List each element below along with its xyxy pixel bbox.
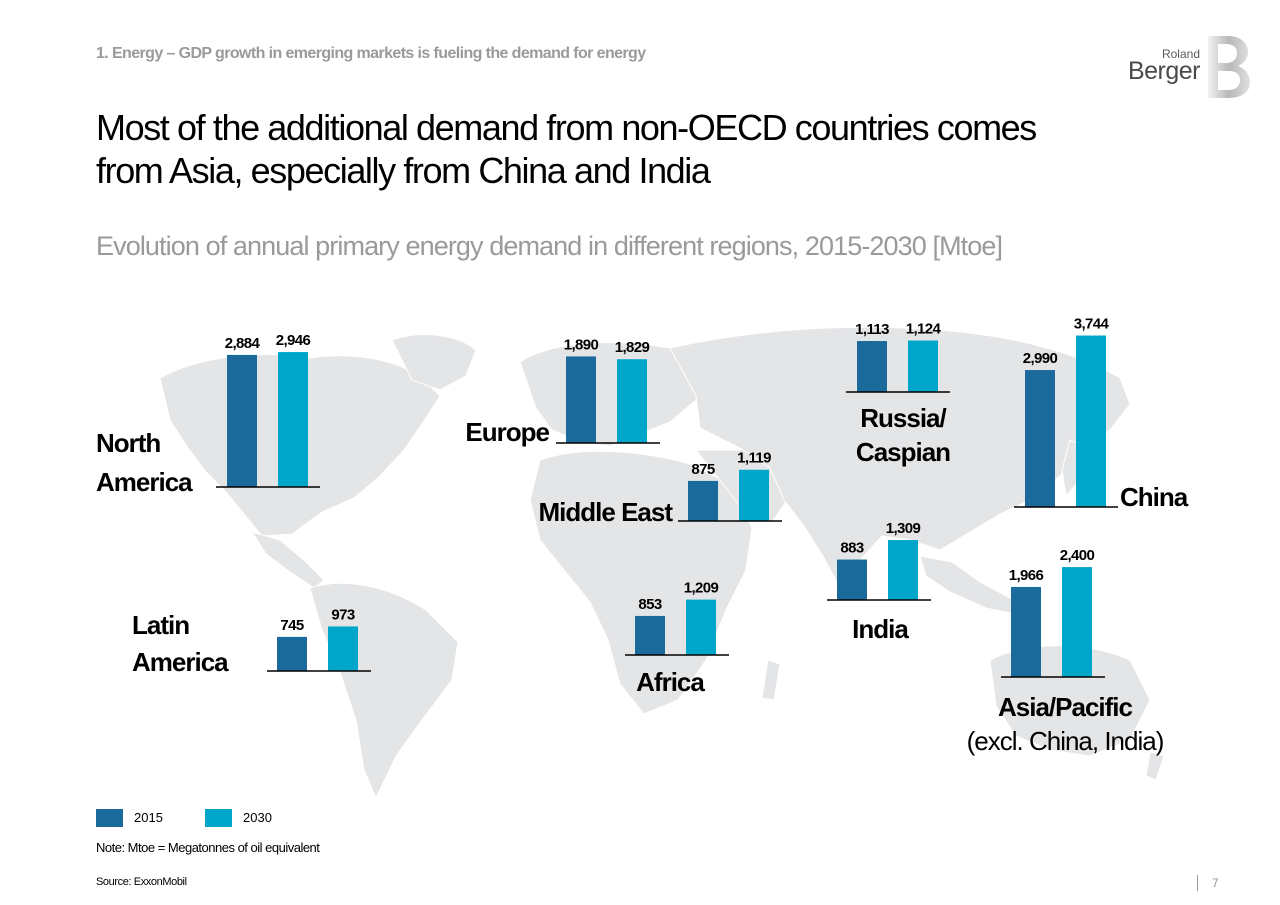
data-label-china-2030: 3,744	[1074, 316, 1110, 333]
region-label-china: China	[1120, 482, 1189, 512]
data-label-africa-2015: 853	[638, 596, 661, 613]
bar-africa-2015	[635, 615, 665, 655]
page-title: Most of the additional demand from non-O…	[96, 106, 1176, 192]
data-label-middle-east-2015: 875	[691, 461, 714, 478]
region-label-north-america-line-1: North	[96, 428, 160, 458]
section-title: 1. Energy – GDP growth in emerging marke…	[96, 45, 646, 62]
data-label-north-america-2015: 2,884	[225, 335, 261, 352]
data-label-europe-2015: 1,890	[564, 336, 599, 353]
bar-europe-2030	[617, 359, 647, 443]
data-label-asia-pacific-excl-china-india-2015: 1,966	[1009, 567, 1044, 584]
bar-africa-2030	[686, 599, 716, 655]
legend-swatch-2015	[96, 809, 123, 827]
data-label-china-2015: 2,990	[1023, 350, 1058, 367]
bar-china-2030	[1076, 335, 1106, 507]
legend-swatch-2030	[205, 809, 232, 827]
data-label-russia-caspian-2015: 1,113	[855, 321, 889, 338]
legend-label-2030: 2030	[243, 810, 272, 825]
data-label-latin-america-2030: 973	[331, 606, 354, 623]
region-label-asia-pacific-excl-china-india-line-2: (excl. China, India)	[967, 726, 1164, 756]
bar-asia-pacific-excl-china-india-2030	[1062, 567, 1092, 677]
chart-subtitle: Evolution of annual primary energy deman…	[96, 231, 1003, 261]
page-number-divider	[1197, 875, 1198, 891]
bar-latin-america-2030	[328, 626, 358, 671]
data-label-india-2030: 1,309	[886, 520, 921, 537]
region-label-asia-pacific-excl-china-india-line-1: Asia/Pacific	[998, 692, 1133, 722]
page-number: 7	[1212, 876, 1219, 890]
bar-europe-2015	[566, 356, 596, 443]
bar-russia-caspian-2015	[857, 341, 887, 392]
region-label-middle-east: Middle East	[539, 497, 674, 527]
bar-middle-east-2015	[688, 480, 718, 521]
roland-berger-logo: Roland Berger	[1120, 36, 1252, 100]
page-title-line-2: from Asia, especially from China and Ind…	[96, 150, 711, 191]
bar-india-2030	[888, 540, 918, 600]
region-label-russia-caspian-line-1: Russia/	[860, 403, 946, 433]
bar-middle-east-2030	[739, 469, 769, 521]
bar-china-2015	[1025, 370, 1055, 507]
bar-india-2015	[837, 559, 867, 600]
data-label-europe-2030: 1,829	[615, 339, 650, 356]
data-label-africa-2030: 1,209	[684, 580, 719, 597]
bar-russia-caspian-2030	[908, 340, 938, 392]
region-label-latin-america-line-1: Latin	[132, 610, 189, 640]
region-label-europe: Europe	[465, 417, 549, 447]
data-label-asia-pacific-excl-china-india-2030: 2,400	[1060, 547, 1095, 564]
region-label-india: India	[852, 614, 909, 644]
page-title-line-1: Most of the additional demand from non-O…	[96, 107, 1037, 148]
logo-b-mark-icon	[1208, 36, 1250, 98]
region-label-north-america-line-2: America	[96, 467, 193, 497]
legend-label-2015: 2015	[134, 810, 163, 825]
region-label-russia-caspian-line-2: Caspian	[856, 437, 950, 467]
data-label-middle-east-2030: 1,119	[737, 450, 771, 467]
data-label-russia-caspian-2030: 1,124	[906, 321, 942, 338]
logo-text-roland: Roland	[1161, 47, 1200, 61]
bar-north-america-2030	[278, 352, 308, 487]
region-label-latin-america-line-2: America	[132, 647, 229, 677]
bar-north-america-2015	[227, 354, 257, 487]
source-note: Source: ExxonMobil	[96, 876, 187, 888]
data-label-latin-america-2015: 745	[280, 617, 303, 634]
bar-asia-pacific-excl-china-india-2015	[1011, 586, 1041, 677]
data-label-north-america-2030: 2,946	[276, 332, 311, 349]
data-label-india-2015: 883	[840, 540, 863, 557]
footnote: Note: Mtoe = Megatonnes of oil equivalen…	[96, 840, 320, 855]
bar-latin-america-2015	[277, 636, 307, 671]
region-label-africa: Africa	[636, 667, 705, 697]
logo-text-berger: Berger	[1127, 57, 1201, 85]
